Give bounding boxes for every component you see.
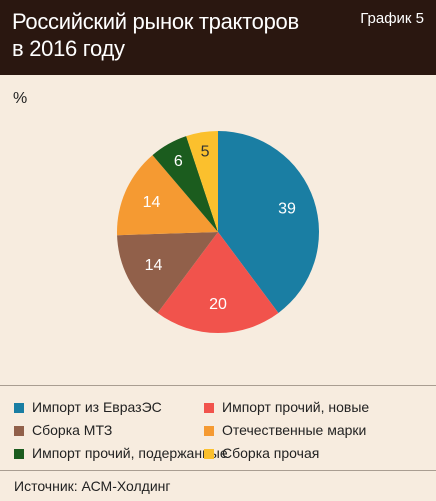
legend-label-0: Импорт из ЕвразЭС [32, 399, 162, 415]
legend-marker-1 [204, 402, 214, 413]
chart-header: Российский рынок тракторов в 2016 году Г… [0, 0, 436, 75]
legend-item-2: Сборка МТЗ [14, 422, 204, 439]
source-text: Источник: АСМ-Холдинг [14, 478, 171, 494]
pie-slice-5 [186, 131, 218, 232]
pie-slice-0 [218, 131, 319, 313]
legend-marker-2 [14, 425, 24, 436]
legend-label-2: Сборка МТЗ [32, 422, 113, 438]
pie-slice-2 [117, 232, 218, 313]
source-bar: Источник: АСМ-Холдинг [0, 470, 436, 501]
legend-label-3: Отечественные марки [222, 422, 367, 438]
pie-label-4: 6 [174, 153, 183, 170]
chart-number-label: График 5 [360, 10, 424, 27]
unit-label: % [13, 90, 28, 107]
chart-title-line-2: в 2016 году [12, 36, 125, 61]
legend-item-5: Сборка прочая [204, 445, 434, 462]
pie-label-1: 20 [209, 296, 227, 313]
chart-title-line-1: Российский рынок тракторов [12, 9, 299, 34]
legend-marker-3 [204, 425, 214, 436]
legend: Импорт из ЕвразЭС Импорт прочий, новые Сбо… [0, 385, 436, 471]
chart-title: Российский рынок тракторов в 2016 году [12, 8, 342, 62]
pie-slice-1 [157, 232, 279, 333]
pie-label-3: 14 [143, 194, 161, 211]
legend-marker-5 [204, 448, 214, 459]
legend-marker-4 [14, 448, 24, 459]
legend-item-0: Импорт из ЕвразЭС [14, 399, 204, 416]
pie-slice-3 [117, 155, 218, 236]
pie-chart: 39 20 14 14 6 5 [117, 131, 319, 333]
legend-label-4: Импорт прочий, подержанные [32, 445, 228, 461]
legend-item-4: Импорт прочий, подержанные [14, 445, 228, 462]
pie-label-5: 5 [201, 144, 210, 161]
legend-item-1: Импорт прочий, новые [204, 399, 434, 416]
pie-label-0: 39 [278, 201, 296, 218]
legend-marker-0 [14, 402, 24, 413]
legend-grid: Импорт из ЕвразЭС Импорт прочий, новые Сбо… [14, 399, 434, 462]
pie-label-2: 14 [145, 257, 163, 274]
legend-item-3: Отечественные марки [204, 422, 434, 439]
legend-label-1: Импорт прочий, новые [222, 399, 370, 415]
pie-slice-4 [152, 136, 218, 232]
legend-label-5: Сборка прочая [222, 445, 320, 461]
